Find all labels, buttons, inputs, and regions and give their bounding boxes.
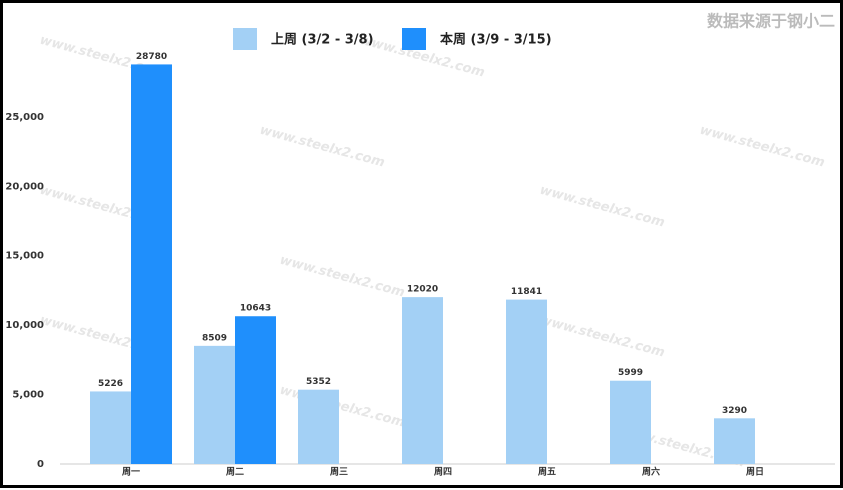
- bar: [194, 345, 235, 464]
- value-label: 12020: [407, 285, 438, 295]
- legend-swatch: [233, 28, 257, 50]
- x-tick-label: 周六: [642, 466, 660, 478]
- value-label: 10643: [240, 304, 271, 314]
- bar: [90, 391, 131, 464]
- y-tick-label: 15,000: [5, 251, 44, 262]
- bar: [402, 297, 443, 464]
- bar: [298, 389, 339, 464]
- bar: [714, 418, 755, 464]
- value-label: 11841: [511, 287, 542, 297]
- bar: [235, 316, 276, 464]
- bar: [506, 299, 547, 464]
- y-tick-label: 25,000: [5, 112, 44, 123]
- value-label: 5226: [98, 379, 123, 389]
- x-tick-label: 周三: [330, 467, 348, 478]
- x-tick-label: 周二: [226, 467, 244, 478]
- value-label: 3290: [722, 406, 747, 416]
- y-tick-label: 5,000: [12, 390, 44, 401]
- value-label: 8509: [202, 333, 227, 343]
- value-label: 28780: [136, 52, 167, 62]
- y-tick-label: 10,000: [5, 320, 44, 331]
- legend-label: 本周 (3/9 - 3/15): [440, 32, 552, 48]
- y-tick-label: 20,000: [5, 181, 44, 192]
- x-tick-label: 周一: [122, 467, 140, 478]
- value-label: 5999: [618, 368, 643, 378]
- legend-label: 上周 (3/2 - 3/8): [271, 33, 374, 48]
- x-tick-label: 周日: [746, 467, 764, 478]
- x-tick-label: 周四: [434, 467, 452, 478]
- bar: [610, 380, 651, 464]
- x-tick-label: 周五: [538, 467, 556, 478]
- value-label: 5352: [306, 377, 331, 387]
- legend-swatch: [402, 28, 426, 50]
- y-tick-label: 0: [37, 459, 44, 470]
- bar: [131, 64, 172, 464]
- source-note: 数据来源于钢小二: [707, 12, 835, 31]
